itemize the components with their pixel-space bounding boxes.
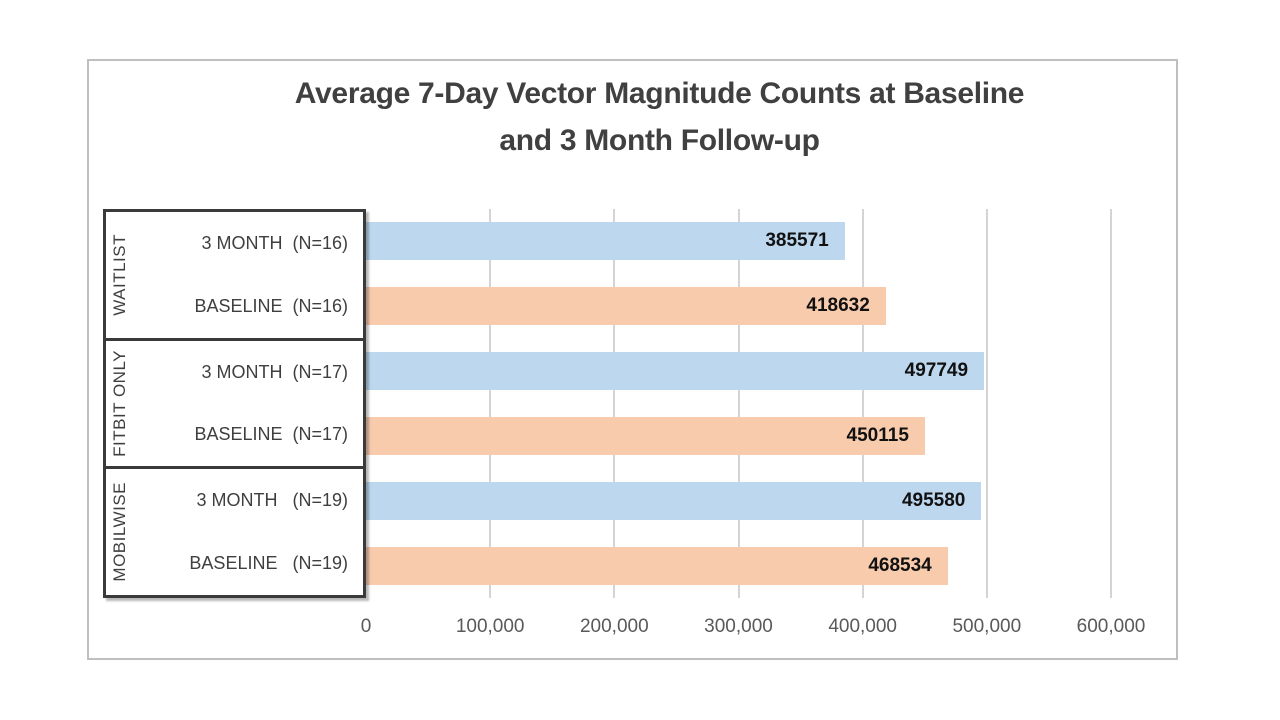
x-tick-100000: 100,000 (455, 616, 525, 637)
bar-waitlist-baseline: 418632 (366, 287, 886, 326)
group-cell-mobilwise: MOBILWISE 3 MONTH (N=19) BASELINE (N=19) (106, 466, 363, 595)
bar-mobilwise-baseline: 468534 (366, 546, 948, 585)
category-label-box: WAITLIST 3 MONTH (N=16) BASELINE (N=16) … (103, 209, 366, 598)
row-label-fitbitonly-baseline: BASELINE (N=17) (194, 424, 348, 445)
row-label-mobilwise-3month: 3 MONTH (N=19) (196, 490, 348, 511)
x-tick-400000: 400,000 (828, 616, 897, 637)
group-rows: 3 MONTH (N=16) BASELINE (N=16) (134, 212, 363, 338)
group-rows: 3 MONTH (N=17) BASELINE (N=17) (134, 341, 363, 467)
group-cell-waitlist: WAITLIST 3 MONTH (N=16) BASELINE (N=16) (106, 212, 363, 338)
x-tick-0: 0 (360, 616, 372, 637)
bar-value-label: 418632 (806, 295, 870, 317)
bar-row: 497749 (366, 339, 1111, 404)
group-cell-fitbitonly: FITBIT ONLY 3 MONTH (N=17) BASELINE (N=1… (106, 337, 363, 467)
x-axis: 0 100,000 200,000 300,000 400,000 500,00… (361, 616, 1146, 644)
gridline-600000 (1110, 209, 1112, 598)
bar-waitlist-3month: 385571 (366, 222, 845, 261)
bar-row: 418632 (366, 274, 1111, 339)
group-name-column: MOBILWISE (106, 469, 134, 595)
gridline-500000 (985, 209, 988, 598)
bar-mobilwise-3month: 495580 (366, 481, 982, 520)
bar-row: 385571 (366, 209, 1111, 274)
group-name-column: FITBIT ONLY (106, 341, 134, 467)
x-tick-500000: 500,000 (952, 616, 1022, 637)
group-rows: 3 MONTH (N=19) BASELINE (N=19) (134, 469, 363, 595)
bar-fitbitonly-baseline: 450115 (366, 416, 925, 455)
x-tick-200000: 200,000 (579, 616, 649, 637)
group-name-waitlist: WAITLIST (110, 233, 129, 316)
plot-area: 385571 418632 497749 450115 (366, 209, 1112, 598)
bar-value-label: 385571 (765, 230, 829, 252)
x-tick-600000: 600,000 (1076, 616, 1146, 637)
gridline-300000 (737, 209, 740, 598)
row-label-waitlist-baseline: BASELINE (N=16) (194, 295, 348, 316)
gridline-200000 (613, 209, 616, 598)
row-label-fitbitonly-3month: 3 MONTH (N=17) (201, 361, 348, 382)
bar-value-label: 450115 (846, 424, 909, 446)
group-name-fitbitonly: FITBIT ONLY (110, 350, 129, 457)
bar-value-label: 497749 (904, 360, 969, 382)
chart-title-line-2: and 3 Month Follow-up (499, 124, 820, 157)
group-name-column: WAITLIST (106, 212, 134, 338)
chart-title: Average 7-Day Vector Magnitude Counts at… (116, 70, 1203, 164)
bar-series: 385571 418632 497749 450115 (366, 209, 1111, 598)
bar-row: 495580 (366, 468, 1111, 533)
group-name-mobilwise: MOBILWISE (110, 482, 129, 582)
bar-row: 468534 (366, 533, 1111, 598)
row-label-mobilwise-baseline: BASELINE (N=19) (189, 553, 348, 574)
bar-value-label: 495580 (901, 489, 966, 511)
bar-row: 450115 (366, 403, 1111, 468)
row-label-waitlist-3month: 3 MONTH (N=16) (201, 232, 348, 253)
chart-title-line-1: Average 7-Day Vector Magnitude Counts at… (294, 77, 1025, 110)
bar-value-label: 468534 (868, 554, 932, 576)
gridline-400000 (861, 209, 864, 598)
bar-fitbitonly-3month: 497749 (366, 352, 985, 391)
x-tick-300000: 300,000 (704, 616, 773, 637)
gridline-100000 (489, 209, 492, 598)
chart-container: Average 7-Day Vector Magnitude Counts at… (87, 59, 1178, 660)
